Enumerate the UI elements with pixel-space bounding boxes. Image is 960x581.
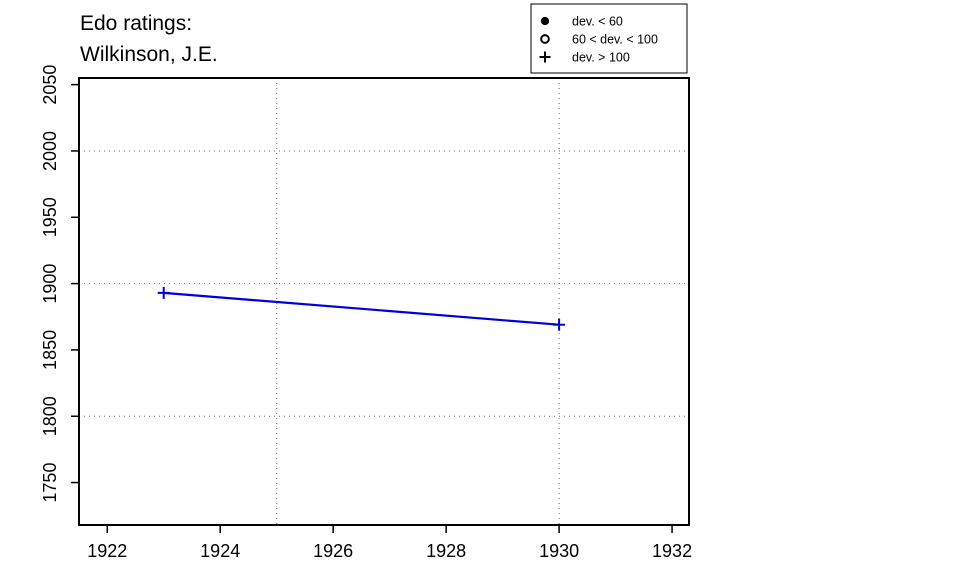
legend-label: dev. < 60 <box>572 15 623 29</box>
legend-label: 60 < dev. < 100 <box>572 33 658 47</box>
chart-title-line2: Wilkinson, J.E. <box>80 43 218 66</box>
data-point <box>553 318 566 331</box>
series-line <box>163 291 560 326</box>
legend-marker <box>539 51 551 63</box>
y-tick-label: 1950 <box>40 197 60 237</box>
legend-box <box>530 3 688 74</box>
x-tick-label: 1922 <box>87 541 127 561</box>
x-tick-label: 1932 <box>652 541 692 561</box>
legend-marker <box>540 16 550 26</box>
y-tick-label: 2050 <box>40 65 60 105</box>
y-tick-label: 1900 <box>40 264 60 304</box>
y-axis: 1750 1800 1850 1900 1950 2000 2050 <box>40 65 79 503</box>
y-tick-label: 1800 <box>40 396 60 436</box>
x-tick-label: 1928 <box>426 541 466 561</box>
x-tick-label: 1926 <box>313 541 353 561</box>
legend: dev. < 60 60 < dev. < 100 dev. > 100 <box>530 3 688 74</box>
x-axis: 1922 1924 1926 1928 1930 1932 <box>87 525 692 561</box>
grid <box>79 78 689 525</box>
legend-label: dev. > 100 <box>572 51 630 65</box>
y-tick-label: 1750 <box>40 463 60 503</box>
plot-frame <box>78 77 690 526</box>
x-tick-label: 1930 <box>539 541 579 561</box>
y-tick-label: 2000 <box>40 131 60 171</box>
y-tick-label: 1850 <box>40 330 60 370</box>
legend-marker <box>540 34 550 44</box>
series-layer <box>157 286 566 331</box>
data-point <box>157 286 170 299</box>
x-tick-label: 1924 <box>200 541 240 561</box>
chart-title-line1: Edo ratings: <box>80 12 192 35</box>
